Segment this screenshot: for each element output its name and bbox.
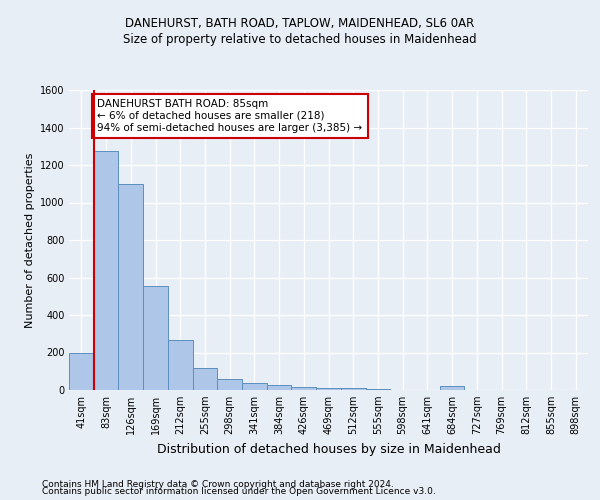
Bar xyxy=(168,340,193,390)
Bar xyxy=(242,384,267,390)
Bar xyxy=(118,184,143,390)
Bar xyxy=(316,388,341,390)
Text: Contains public sector information licensed under the Open Government Licence v3: Contains public sector information licen… xyxy=(42,488,436,496)
Bar xyxy=(69,352,94,390)
Text: DANEHURST, BATH ROAD, TAPLOW, MAIDENHEAD, SL6 0AR: DANEHURST, BATH ROAD, TAPLOW, MAIDENHEAD… xyxy=(125,18,475,30)
Y-axis label: Number of detached properties: Number of detached properties xyxy=(25,152,35,328)
X-axis label: Distribution of detached houses by size in Maidenhead: Distribution of detached houses by size … xyxy=(157,442,500,456)
Bar xyxy=(217,379,242,390)
Bar xyxy=(440,386,464,390)
Bar xyxy=(267,386,292,390)
Bar xyxy=(292,387,316,390)
Text: Contains HM Land Registry data © Crown copyright and database right 2024.: Contains HM Land Registry data © Crown c… xyxy=(42,480,394,489)
Bar xyxy=(365,388,390,390)
Bar xyxy=(94,151,118,390)
Text: Size of property relative to detached houses in Maidenhead: Size of property relative to detached ho… xyxy=(123,32,477,46)
Text: DANEHURST BATH ROAD: 85sqm
← 6% of detached houses are smaller (218)
94% of semi: DANEHURST BATH ROAD: 85sqm ← 6% of detac… xyxy=(97,100,362,132)
Bar xyxy=(193,368,217,390)
Bar xyxy=(341,388,365,390)
Bar xyxy=(143,286,168,390)
